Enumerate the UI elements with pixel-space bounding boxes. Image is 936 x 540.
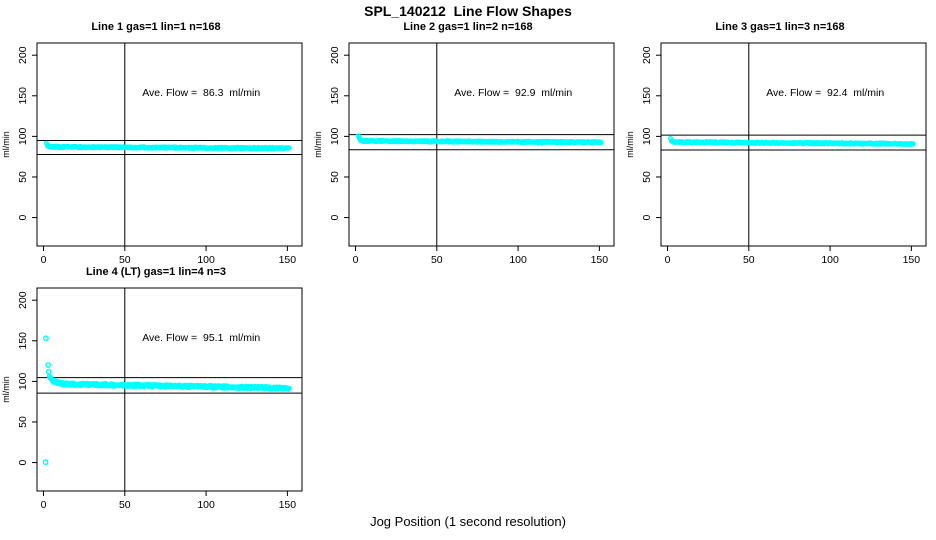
y-tick-label: 150 xyxy=(329,87,341,105)
plot-line-4: 0 50 100 150 200 0 50 100 150 ml/min Ave. Flow = 9… xyxy=(1,287,303,511)
ave-flow-annotation: Ave. Flow = 92.4 ml/min xyxy=(766,87,884,99)
panel-line-2: Line 2 gas=1 lin=2 n=168 0 50 100 150 200 0 50… xyxy=(312,20,624,266)
ave-flow-annotation: Ave. Flow = 95.1 ml/min xyxy=(142,332,260,344)
plot-box xyxy=(36,42,303,247)
flow-points xyxy=(355,133,604,146)
x-tick-label: 150 xyxy=(903,254,921,266)
panel-title-line-3: Line 3 gas=1 lin=3 n=168 xyxy=(715,21,845,33)
plot-line-2: 0 50 100 150 200 0 50 100 150 ml/min Ave. Flow = 9… xyxy=(313,42,615,266)
figure-title: SPL_140212 Line Flow Shapes xyxy=(364,3,572,19)
panel-line-4: Line 4 (LT) gas=1 lin=4 n=3 0 50 100 150 200… xyxy=(0,265,312,511)
x-tick-label: 0 xyxy=(41,499,47,511)
y-tick-label: 0 xyxy=(329,215,341,221)
plot-box xyxy=(36,287,303,492)
y-tick-label: 150 xyxy=(17,332,29,350)
x-tick-label: 0 xyxy=(353,254,359,266)
x-tick-label: 100 xyxy=(509,254,527,266)
outlier-point xyxy=(43,335,49,342)
plot-line-3: 0 50 100 150 200 0 50 100 150 ml/min Ave. Flow = 9… xyxy=(625,42,927,266)
x-tick-label: 150 xyxy=(591,254,609,266)
x-tick-label: 100 xyxy=(197,254,215,266)
panel-title-line-2: Line 2 gas=1 lin=2 n=168 xyxy=(403,21,533,33)
plot-line-1: 0 50 100 150 200 0 50 100 150 ml/min Ave. Flow = 8… xyxy=(1,42,303,266)
x-tick-label: 50 xyxy=(119,254,131,266)
y-tick-label: 200 xyxy=(17,291,29,309)
y-tick-label: 50 xyxy=(641,171,653,183)
y-tick-label: 100 xyxy=(17,127,29,145)
y-axis-label: ml/min xyxy=(625,131,635,158)
outlier-point xyxy=(45,362,51,369)
x-tick-label: 100 xyxy=(197,499,215,511)
y-tick-label: 200 xyxy=(17,46,29,64)
flow-points xyxy=(667,135,916,148)
y-tick-label: 100 xyxy=(329,127,341,145)
y-tick-label: 50 xyxy=(17,171,29,183)
x-axis-label: Jog Position (1 second resolution) xyxy=(370,514,566,529)
y-tick-label: 150 xyxy=(641,87,653,105)
y-tick-label: 200 xyxy=(329,46,341,64)
x-tick-label: 50 xyxy=(743,254,755,266)
y-tick-label: 50 xyxy=(17,416,29,428)
flow-points xyxy=(42,335,292,466)
x-tick-label: 100 xyxy=(821,254,839,266)
y-tick-label: 0 xyxy=(17,215,29,221)
y-tick-label: 150 xyxy=(17,87,29,105)
panel-title-line-1: Line 1 gas=1 lin=1 n=168 xyxy=(91,21,221,33)
ave-flow-annotation: Ave. Flow = 92.9 ml/min xyxy=(454,87,572,99)
y-axis-label: ml/min xyxy=(1,376,11,403)
y-tick-label: 100 xyxy=(17,372,29,390)
y-axis-label: ml/min xyxy=(1,131,11,158)
plot-box xyxy=(348,42,615,247)
flow-points xyxy=(43,140,292,152)
y-axis-label: ml/min xyxy=(313,131,323,158)
plot-box xyxy=(660,42,927,247)
y-tick-label: 200 xyxy=(641,46,653,64)
x-tick-label: 150 xyxy=(279,254,297,266)
panel-title-line-4: Line 4 (LT) gas=1 lin=4 n=3 xyxy=(85,266,227,278)
x-tick-label: 50 xyxy=(119,499,131,511)
x-tick-label: 0 xyxy=(41,254,47,266)
x-tick-label: 50 xyxy=(431,254,443,266)
y-tick-label: 0 xyxy=(17,460,29,466)
ave-flow-annotation: Ave. Flow = 86.3 ml/min xyxy=(142,87,260,99)
y-tick-label: 100 xyxy=(641,127,653,145)
y-tick-label: 0 xyxy=(641,215,653,221)
panel-line-1: Line 1 gas=1 lin=1 n=168 0 50 100 150 200 0 50… xyxy=(0,20,312,266)
y-tick-label: 50 xyxy=(329,171,341,183)
outlier-point xyxy=(42,459,49,466)
outlier-point xyxy=(45,368,52,375)
x-tick-label: 150 xyxy=(279,499,297,511)
x-tick-label: 0 xyxy=(665,254,671,266)
panel-line-3: Line 3 gas=1 lin=3 n=168 0 50 100 150 200 0 50… xyxy=(624,20,936,266)
